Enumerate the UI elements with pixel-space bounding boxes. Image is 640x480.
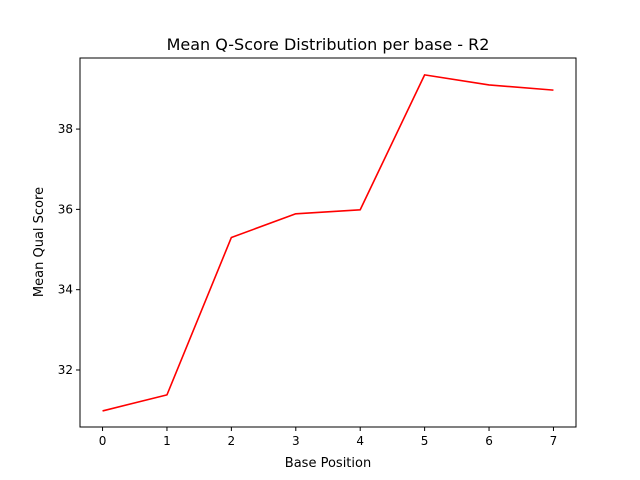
x-tick-label: 4 <box>356 434 364 448</box>
x-tick-label: 2 <box>228 434 236 448</box>
series-line <box>102 74 554 412</box>
x-tick-label: 0 <box>99 434 107 448</box>
x-tick-label: 6 <box>485 434 493 448</box>
x-tick-label: 3 <box>292 434 300 448</box>
series-group <box>102 74 554 412</box>
y-tick-label: 32 <box>58 363 73 377</box>
y-axis-label: Mean Qual Score <box>32 187 47 297</box>
y-tick-label: 36 <box>58 202 73 216</box>
plot-frame <box>79 57 577 428</box>
x-tick-label: 5 <box>421 434 429 448</box>
y-tick-label: 38 <box>58 122 73 136</box>
x-axis-label: Base Position <box>285 456 371 471</box>
x-tick-label: 7 <box>550 434 558 448</box>
chart-title: Mean Q-Score Distribution per base - R2 <box>167 35 490 54</box>
x-tick-label: 1 <box>163 434 171 448</box>
y-tick-label: 34 <box>58 283 73 297</box>
